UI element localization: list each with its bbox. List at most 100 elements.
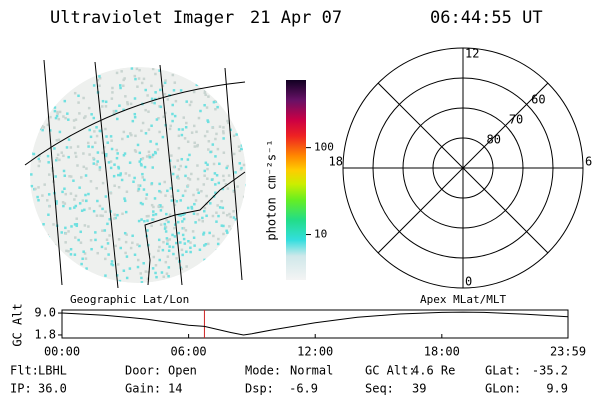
aurora-pixel xyxy=(191,230,195,233)
aurora-pixel xyxy=(217,263,220,266)
altitude-curve xyxy=(61,311,569,336)
aurora-pixel xyxy=(149,140,152,143)
aurora-pixel xyxy=(228,112,232,115)
aurora-pixel xyxy=(152,213,155,217)
aurora-pixel xyxy=(138,184,142,187)
aurora-pixel xyxy=(46,233,49,237)
aurora-pixel xyxy=(95,126,98,129)
aurora-pixel xyxy=(65,146,69,149)
aurora-pixel xyxy=(67,118,70,121)
aurora-pixel xyxy=(221,259,224,262)
aurora-pixel xyxy=(119,86,122,90)
aurora-pixel xyxy=(62,115,65,118)
aurora-pixel xyxy=(41,124,44,128)
aurora-pixel xyxy=(229,234,233,238)
aurora-pixel xyxy=(176,159,179,162)
aurora-pixel xyxy=(171,103,174,107)
aurora-pixel xyxy=(72,179,75,182)
aurora-pixel xyxy=(63,267,67,271)
aurora-pixel xyxy=(61,201,65,204)
aurora-pixel xyxy=(157,249,160,253)
aurora-pixel xyxy=(85,267,88,270)
aurora-pixel xyxy=(121,212,124,216)
aurora-pixel xyxy=(186,140,190,143)
aurora-pixel xyxy=(62,154,65,158)
aurora-pixel xyxy=(162,240,165,244)
aurora-pixel xyxy=(222,101,225,104)
aurora-pixel xyxy=(104,210,107,214)
aurora-pixel xyxy=(158,105,161,108)
aurora-pixel xyxy=(72,119,76,122)
aurora-pixel xyxy=(157,205,160,208)
aurora-pixel xyxy=(64,232,68,235)
aurora-pixel xyxy=(222,211,225,215)
aurora-pixel xyxy=(60,231,63,234)
polar-spoke xyxy=(377,82,549,254)
aurora-pixel xyxy=(244,108,246,111)
aurora-pixel xyxy=(30,247,33,251)
aurora-pixel xyxy=(234,273,238,276)
aurora-pixel xyxy=(142,262,145,265)
aurora-pixel xyxy=(220,224,224,227)
aurora-pixel xyxy=(142,77,146,81)
aurora-pixel xyxy=(75,81,79,84)
aurora-pixel xyxy=(51,76,55,80)
aurora-pixel xyxy=(203,89,207,93)
aurora-pixel xyxy=(233,276,237,279)
aurora-pixel xyxy=(203,134,207,138)
aurora-pixel xyxy=(241,91,244,94)
aurora-pixel xyxy=(170,199,174,202)
aurora-pixel xyxy=(171,73,175,77)
aurora-pixel xyxy=(226,78,229,82)
aurora-pixel xyxy=(146,94,149,97)
aurora-pixel xyxy=(188,153,191,157)
aurora-pixel xyxy=(205,77,209,81)
aurora-pixel xyxy=(177,213,181,217)
aurora-pixel xyxy=(203,258,206,262)
aurora-pixel xyxy=(173,223,177,226)
aurora-pixel xyxy=(226,119,229,123)
aurora-pixel xyxy=(222,224,225,228)
aurora-pixel xyxy=(179,164,182,168)
aurora-pixel xyxy=(154,271,157,275)
aurora-pixel xyxy=(42,222,45,226)
aurora-pixel xyxy=(54,116,58,120)
aurora-pixel xyxy=(237,216,241,220)
aurora-pixel xyxy=(177,168,181,171)
lon-line xyxy=(224,67,243,281)
aurora-pixel xyxy=(84,193,87,197)
aurora-pixel xyxy=(213,73,216,77)
aurora-pixel xyxy=(76,164,79,167)
aurora-pixel xyxy=(177,146,181,150)
lat-ring xyxy=(402,107,524,229)
y-tick-label: 9.0 xyxy=(34,306,56,320)
aurora-pixel xyxy=(37,199,40,202)
aurora-pixel xyxy=(47,267,51,270)
aurora-pixel xyxy=(203,244,206,247)
aurora-pixel xyxy=(140,81,144,85)
aurora-pixel xyxy=(167,249,171,252)
mlt-label: 6 xyxy=(585,155,592,169)
aurora-pixel xyxy=(123,152,127,155)
aurora-pixel xyxy=(157,238,161,242)
aurora-pixel xyxy=(151,267,155,270)
aurora-pixel xyxy=(196,188,199,191)
field-value: Normal xyxy=(290,364,333,378)
aurora-pixel xyxy=(151,67,155,71)
aurora-pixel xyxy=(209,76,212,79)
aurora-pixel xyxy=(38,94,42,98)
aurora-pixel xyxy=(154,72,157,76)
aurora-pixel xyxy=(240,144,244,147)
aurora-pixel xyxy=(221,187,225,191)
aurora-pixel xyxy=(209,202,212,205)
aurora-pixel xyxy=(167,220,170,224)
aurora-pixel xyxy=(82,165,86,169)
aurora-pixel xyxy=(190,78,194,81)
aurora-pixel xyxy=(215,220,218,223)
colorbar-tick-label: 100 xyxy=(314,141,334,154)
aurora-pixel xyxy=(153,197,157,200)
aurora-pixel xyxy=(244,83,246,86)
aurora-pixel xyxy=(73,91,77,95)
aurora-pixel xyxy=(123,197,126,200)
aurora-pixel xyxy=(220,199,223,203)
